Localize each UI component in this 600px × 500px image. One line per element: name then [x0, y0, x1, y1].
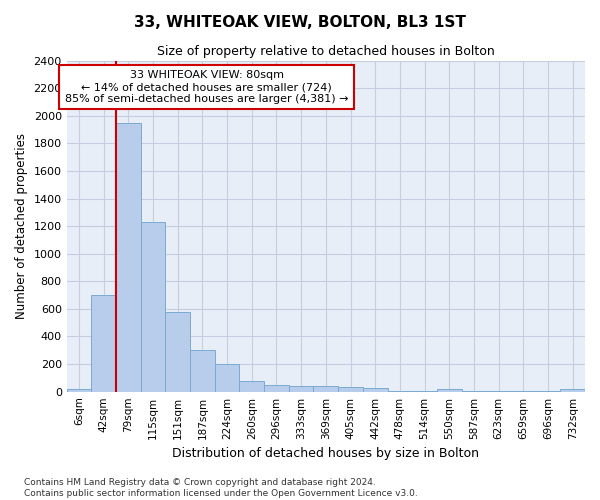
- Bar: [412, 391, 437, 392]
- Bar: [91, 295, 116, 392]
- Bar: [511, 391, 536, 392]
- X-axis label: Distribution of detached houses by size in Bolton: Distribution of detached houses by size …: [172, 447, 479, 460]
- Bar: [363, 388, 388, 392]
- Bar: [264, 386, 289, 392]
- Bar: [141, 222, 166, 392]
- Bar: [486, 391, 511, 392]
- Bar: [388, 391, 412, 392]
- Bar: [215, 364, 239, 392]
- Text: 33, WHITEOAK VIEW, BOLTON, BL3 1ST: 33, WHITEOAK VIEW, BOLTON, BL3 1ST: [134, 15, 466, 30]
- Text: Contains HM Land Registry data © Crown copyright and database right 2024.
Contai: Contains HM Land Registry data © Crown c…: [24, 478, 418, 498]
- Bar: [461, 391, 486, 392]
- Bar: [437, 389, 461, 392]
- Text: 33 WHITEOAK VIEW: 80sqm
← 14% of detached houses are smaller (724)
85% of semi-d: 33 WHITEOAK VIEW: 80sqm ← 14% of detache…: [65, 70, 349, 104]
- Title: Size of property relative to detached houses in Bolton: Size of property relative to detached ho…: [157, 45, 495, 58]
- Bar: [67, 389, 91, 392]
- Bar: [166, 312, 190, 392]
- Y-axis label: Number of detached properties: Number of detached properties: [15, 133, 28, 319]
- Bar: [338, 387, 363, 392]
- Bar: [289, 386, 313, 392]
- Bar: [536, 391, 560, 392]
- Bar: [116, 122, 141, 392]
- Bar: [190, 350, 215, 392]
- Bar: [560, 389, 585, 392]
- Bar: [239, 380, 264, 392]
- Bar: [313, 386, 338, 392]
